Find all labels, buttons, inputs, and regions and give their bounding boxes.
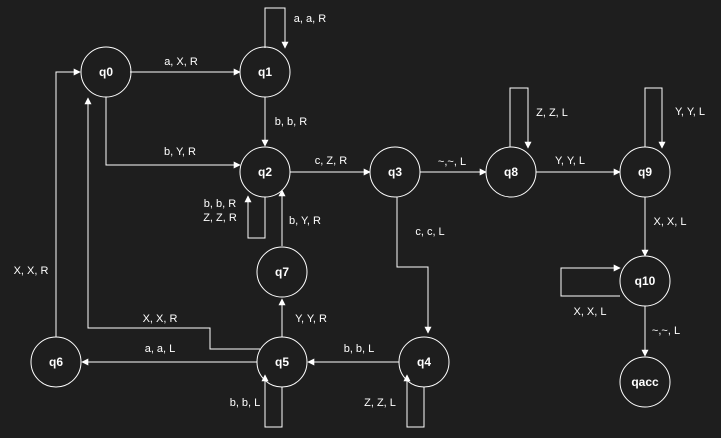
edge-q5-loop (261, 374, 283, 428)
state-q0-circle (80, 46, 132, 98)
state-qacc-label: qacc (631, 375, 659, 389)
state-q8-label: q8 (504, 165, 518, 179)
state-q9-label: q9 (638, 165, 652, 179)
state-q2-circle (239, 146, 291, 198)
label-q1-q2: b, b, R (275, 116, 307, 128)
transitions (55, 7, 666, 428)
state-q2-label: q2 (258, 165, 272, 179)
state-q5-label: q5 (275, 355, 289, 369)
state-q10: q10 (619, 255, 671, 307)
state-q2: q2 (239, 146, 291, 198)
state-q5: q5 (256, 336, 308, 388)
state-qacc: qacc (619, 356, 671, 408)
label-q5-q6: a, a, L (145, 343, 176, 355)
label-q5-q0: X, X, R (143, 313, 178, 325)
states: q0 q1 q2 q3 q8 q9 q7 q10 (30, 46, 671, 408)
state-q7-label: q7 (275, 265, 289, 279)
state-q1-label: q1 (258, 65, 272, 79)
label-q8-loop: Z, Z, L (536, 107, 568, 119)
edge-q0-q2 (105, 97, 241, 169)
state-q3: q3 (369, 146, 421, 198)
label-q4-loop: Z, Z, L (364, 397, 396, 409)
label-q2-loop-b: Z, Z, R (203, 212, 237, 224)
edge-q9-loop (644, 87, 666, 149)
edge-q2-loop (244, 195, 266, 239)
state-q3-label: q3 (388, 165, 402, 179)
label-q2-loop-a: b, b, R (204, 198, 236, 210)
label-q5-loop: b, b, L (230, 397, 261, 409)
label-q9-q10: X, X, L (653, 216, 686, 228)
label-q6-q0: X, X, R (14, 265, 49, 277)
label-q10-loop: X, X, L (573, 306, 606, 318)
state-q10-circle (619, 255, 671, 307)
label-q2-q3: c, Z, R (315, 155, 347, 167)
label-q3-q4: c, c, L (415, 226, 444, 238)
state-q7: q7 (256, 246, 308, 298)
state-q5-circle (256, 336, 308, 388)
state-q7-circle (256, 246, 308, 298)
label-q4-q5: b, b, L (344, 343, 375, 355)
state-qacc-circle (619, 356, 671, 408)
state-q6-circle (30, 336, 82, 388)
state-q4-circle (398, 336, 450, 388)
edge-q8-loop (509, 87, 532, 149)
label-q1-loop: a, a, R (294, 13, 326, 25)
state-q0-label: q0 (99, 65, 113, 79)
edge-q6-q0 (55, 68, 81, 337)
edge-q1-loop (264, 7, 289, 49)
edge-q10-loop (560, 264, 621, 297)
state-q3-circle (369, 146, 421, 198)
state-q4-label: q4 (417, 355, 431, 369)
label-q3-q8: ~,~, L (438, 156, 466, 168)
state-q0: q0 (80, 46, 132, 98)
state-q8-circle (485, 146, 537, 198)
label-q10-qacc: ~,~, L (652, 325, 680, 337)
label-q0-q2: b, Y, R (164, 146, 196, 158)
edge-q5-q0 (84, 97, 260, 350)
state-q10-label: q10 (635, 274, 656, 288)
edge-q3-q4 (396, 197, 432, 334)
state-q6-label: q6 (49, 355, 63, 369)
transition-labels: a, a, R a, X, R b, b, R b, Y, R c, Z, R … (14, 13, 705, 409)
label-q7-q2: b, Y, R (289, 215, 321, 227)
label-q0-q1: a, X, R (164, 56, 198, 68)
state-q1: q1 (239, 46, 291, 98)
label-q5-q7: Y, Y, R (295, 313, 327, 325)
state-q9: q9 (619, 146, 671, 198)
state-q9-circle (619, 146, 671, 198)
state-q6: q6 (30, 336, 82, 388)
label-q9-loop: Y, Y, L (675, 106, 705, 118)
label-q8-q9: Y, Y, L (555, 155, 585, 167)
state-q4: q4 (398, 336, 450, 388)
state-q8: q8 (485, 146, 537, 198)
state-q1-circle (239, 46, 291, 98)
edge-q4-loop (403, 374, 425, 428)
